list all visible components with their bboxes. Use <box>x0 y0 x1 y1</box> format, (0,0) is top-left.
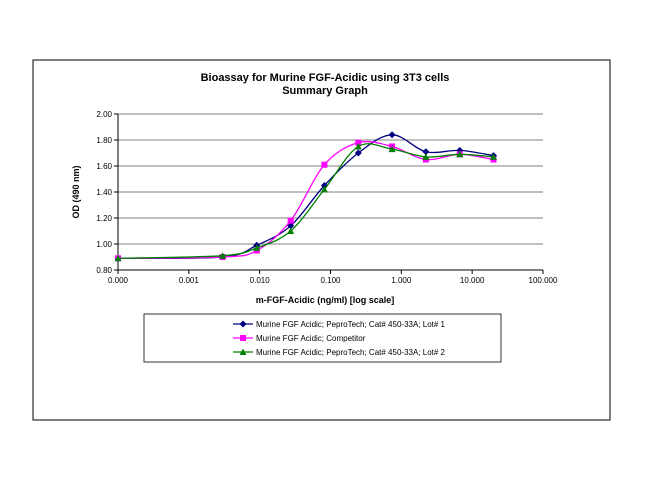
data-point <box>388 131 396 139</box>
series-line <box>117 140 494 259</box>
data-point <box>253 244 261 251</box>
chart-title: Bioassay for Murine FGF-Acidic using 3T3… <box>201 72 450 84</box>
y-tick-label: 1.40 <box>96 188 112 197</box>
data-point <box>219 252 227 259</box>
data-point <box>114 254 122 262</box>
data-point <box>355 139 362 146</box>
data-point <box>456 150 464 158</box>
data-point <box>287 222 295 230</box>
legend-marker <box>239 320 247 328</box>
y-tick-label: 1.00 <box>96 240 112 249</box>
data-point <box>422 153 430 160</box>
data-point <box>320 185 328 193</box>
data-point <box>489 153 497 160</box>
y-tick-label: 1.80 <box>96 136 112 145</box>
legend-label: Murine FGF Acidic; PeproTech; Cat# 450-3… <box>256 320 446 329</box>
data-point <box>321 161 328 168</box>
legend <box>143 313 502 363</box>
x-tick-label: 0.010 <box>250 276 271 285</box>
x-tick-label: 0.100 <box>320 276 341 285</box>
chart-subtitle: Summary Graph <box>282 85 368 97</box>
y-axis-label: OD (490 nm) <box>71 165 81 218</box>
legend-marker <box>239 348 247 355</box>
data-point <box>388 145 396 153</box>
y-tick-label: 2.00 <box>96 110 112 119</box>
legend-marker <box>240 335 246 341</box>
legend-label: Murine FGF Acidic; PeproTech; Cat# 450-3… <box>256 348 446 357</box>
series-line <box>117 143 494 259</box>
x-tick-label: 10.000 <box>460 276 485 285</box>
x-tick-label: 0.000 <box>108 276 129 285</box>
data-point <box>354 149 362 157</box>
y-tick-label: 0.80 <box>96 266 112 275</box>
y-tick-label: 1.20 <box>96 214 112 223</box>
data-point <box>422 148 430 156</box>
data-point <box>287 227 295 234</box>
data-point <box>287 217 294 224</box>
data-point <box>354 143 362 150</box>
x-tick-label: 100.000 <box>529 276 558 285</box>
legend-label: Murine FGF Acidic; Competitor <box>256 334 366 343</box>
x-tick-label: 0.001 <box>179 276 200 285</box>
y-tick-label: 1.60 <box>96 162 112 171</box>
x-axis-label: m-FGF-Acidic (ng/ml) [log scale] <box>256 295 395 305</box>
x-tick-label: 1.000 <box>391 276 412 285</box>
